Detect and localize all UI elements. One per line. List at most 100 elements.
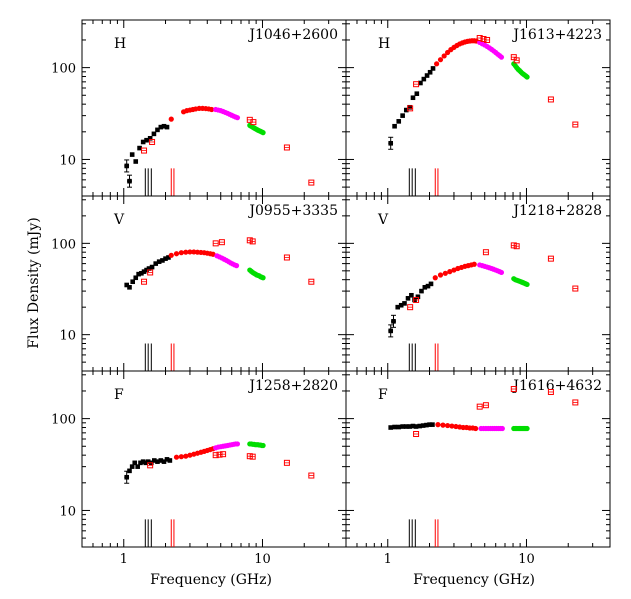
data-point-magenta xyxy=(499,425,505,432)
data-point-red xyxy=(187,452,193,458)
data-point-black xyxy=(392,424,397,430)
data-point-black xyxy=(425,283,431,289)
data-point-black xyxy=(127,178,132,184)
data-point-red xyxy=(183,453,189,459)
data-point-black xyxy=(421,76,427,82)
panel-J1258+2820: 1 10 10 100 F J1258+2820 xyxy=(51,370,347,567)
panel-class-label: H xyxy=(378,36,390,52)
panel-class-label: H xyxy=(114,36,126,52)
data-point-black xyxy=(419,288,424,294)
data-point-black xyxy=(161,123,167,129)
data-point-black xyxy=(129,464,135,469)
panel-source-label: J1258+2820 xyxy=(247,378,338,394)
data-point-green xyxy=(524,74,530,80)
y-tick-label: 10 xyxy=(59,153,76,168)
data-point-black xyxy=(424,73,430,78)
data-point-black xyxy=(391,318,396,324)
panel-J1218+2828: V J1218+2828 xyxy=(345,195,611,372)
data-point-black xyxy=(132,460,138,466)
data-point-black xyxy=(403,424,409,429)
panel-frame xyxy=(345,370,611,548)
data-point-black xyxy=(420,423,426,428)
data-point-red xyxy=(447,269,453,275)
data-point-black xyxy=(395,304,401,310)
data-point-black xyxy=(417,423,423,429)
y-tick-label: 100 xyxy=(51,237,76,252)
panel-source-label: J1046+2600 xyxy=(247,27,338,43)
data-point-black xyxy=(144,137,149,143)
data-point-black xyxy=(430,66,436,71)
data-point-red xyxy=(187,249,193,255)
data-point-black xyxy=(407,104,413,110)
data-point-magenta xyxy=(234,441,241,447)
data-point-magenta xyxy=(233,263,240,269)
data-point-magenta xyxy=(498,269,505,276)
data-point-black xyxy=(155,459,160,464)
panel-source-label: J0955+3335 xyxy=(247,203,338,219)
data-point-red xyxy=(432,275,438,281)
data-point-red xyxy=(178,454,184,460)
panel-J1616+4632: 1 10 F J1616+4632 xyxy=(345,370,611,567)
data-point-black xyxy=(428,281,434,287)
data-point-black xyxy=(396,119,402,124)
x-tick-label: 1 xyxy=(120,552,128,567)
data-point-black xyxy=(124,163,130,169)
data-point-black xyxy=(124,282,129,288)
data-point-black xyxy=(400,424,405,429)
data-point-black xyxy=(127,285,132,290)
data-point-red xyxy=(168,252,174,258)
panel-J1613+4223: H J1613+4223 xyxy=(345,19,611,197)
data-point-black xyxy=(133,159,139,164)
data-point-black xyxy=(164,457,170,462)
y-tick-label: 100 xyxy=(51,413,76,428)
data-point-green xyxy=(260,442,266,449)
data-point-black xyxy=(135,464,140,469)
data-point-black xyxy=(163,256,168,261)
data-point-red xyxy=(471,261,477,267)
y-axis-title: Flux Density (mJy) xyxy=(26,217,42,348)
data-point-black xyxy=(427,69,433,75)
data-point-red xyxy=(437,57,444,63)
data-point-black xyxy=(409,292,414,298)
data-point-black xyxy=(151,458,157,463)
data-point-magenta xyxy=(498,54,505,60)
data-point-black xyxy=(161,459,167,464)
x-tick-label: 1 xyxy=(384,552,392,567)
data-point-black xyxy=(427,422,432,427)
data-point-black xyxy=(139,270,144,276)
data-point-black xyxy=(140,459,146,464)
data-point-red xyxy=(209,106,215,113)
data-point-red xyxy=(178,250,184,256)
data-point-red xyxy=(444,422,451,429)
data-point-black xyxy=(415,294,421,300)
data-point-black xyxy=(424,422,429,428)
data-point-magenta xyxy=(234,115,241,121)
data-point-black xyxy=(156,259,162,264)
y-tick-label: 100 xyxy=(51,62,76,77)
data-point-black xyxy=(138,460,143,466)
data-point-black xyxy=(130,279,136,285)
x-axis-title-left: Frequency (GHz) xyxy=(150,572,272,588)
data-point-black xyxy=(141,269,147,274)
x-tick-label: 10 xyxy=(518,552,535,567)
data-point-black xyxy=(140,139,146,145)
data-point-green xyxy=(260,130,266,136)
data-point-green xyxy=(524,425,530,432)
data-point-black xyxy=(413,424,419,429)
data-point-black xyxy=(418,80,423,86)
data-point-red xyxy=(442,270,448,276)
data-point-red xyxy=(437,272,444,278)
data-point-black xyxy=(151,131,157,137)
data-point-black xyxy=(129,152,135,157)
data-point-green xyxy=(260,275,266,281)
y-tick-label: 10 xyxy=(59,504,76,519)
panel-source-label: J1613+4223 xyxy=(511,27,602,43)
data-point-black xyxy=(388,140,394,146)
data-point-black xyxy=(147,135,153,141)
data-point-black xyxy=(155,127,160,133)
data-point-black xyxy=(145,459,151,464)
data-point-black xyxy=(158,124,164,130)
data-point-black xyxy=(388,425,393,430)
data-point-red xyxy=(440,422,446,428)
